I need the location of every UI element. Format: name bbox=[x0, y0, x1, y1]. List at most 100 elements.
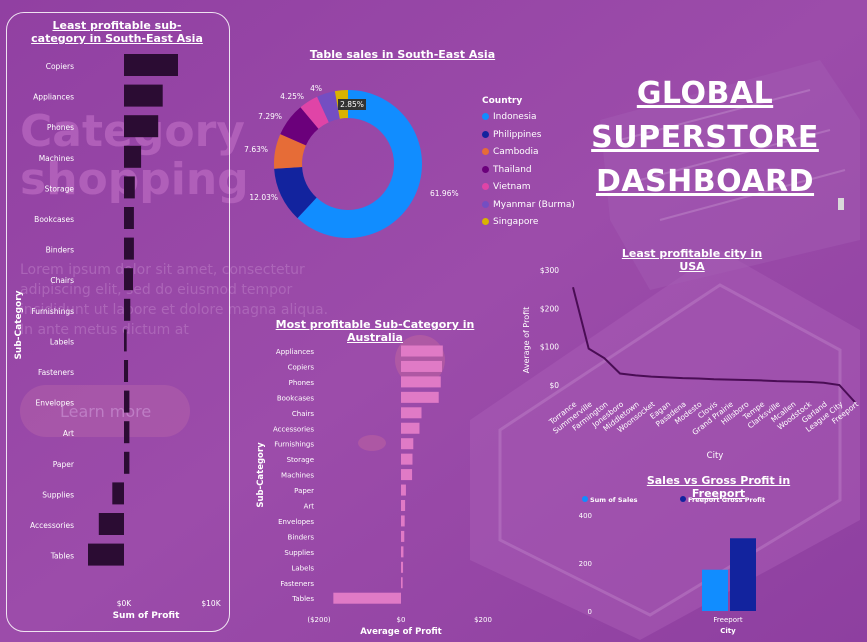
legend-title: Country bbox=[482, 96, 523, 106]
data-label: 61.96% bbox=[430, 189, 459, 198]
x-axis-label: City bbox=[720, 627, 736, 635]
bar bbox=[401, 561, 404, 573]
y-tick-label: Binders bbox=[288, 533, 315, 541]
bar bbox=[124, 145, 142, 168]
legend-item: Indonesia bbox=[482, 112, 537, 122]
y-tick-label: Copiers bbox=[288, 363, 315, 371]
y-tick-label: $300 bbox=[540, 266, 559, 275]
legend-label: Sum of Sales bbox=[590, 496, 638, 504]
bar bbox=[401, 577, 403, 589]
donut-slice bbox=[300, 96, 329, 129]
bar bbox=[401, 530, 405, 542]
x-tick-label: $0K bbox=[117, 599, 133, 608]
y-tick-label: Supplies bbox=[284, 549, 314, 557]
x-tick-label: $200 bbox=[474, 616, 492, 624]
chart-title: Least profitable sub-category in South-E… bbox=[31, 19, 203, 45]
y-tick-label: Bookcases bbox=[34, 215, 74, 224]
bar bbox=[401, 500, 406, 511]
freeport-sales-profit-chart: 0 200 400 Sum of Sales Freeport Gross Profit… bbox=[579, 496, 765, 635]
y-tick-label: $200 bbox=[540, 304, 559, 313]
legend-item: Singapore bbox=[482, 217, 538, 227]
legend-swatch bbox=[482, 218, 489, 225]
bar bbox=[401, 515, 405, 527]
bar bbox=[124, 84, 163, 107]
y-tick-label: Appliances bbox=[33, 93, 74, 102]
freeport-title: Sales vs Gross Profit in Freeport bbox=[646, 474, 791, 500]
y-tick-label: Accessories bbox=[30, 521, 74, 530]
donut-slice bbox=[274, 166, 317, 219]
bar bbox=[401, 345, 443, 357]
bar bbox=[124, 54, 178, 76]
bar bbox=[124, 115, 159, 138]
legend-label: Freeport Gross Profit bbox=[688, 496, 765, 504]
y-tick-label: Furnishings bbox=[31, 307, 74, 316]
legend-swatch bbox=[482, 183, 489, 190]
y-tick-label: Art bbox=[304, 503, 315, 511]
y-tick-label: Fasteners bbox=[280, 580, 314, 588]
legend-item: Thailand bbox=[482, 165, 532, 175]
x-tick-label: Freeport bbox=[713, 616, 742, 624]
y-tick-label: Tables bbox=[50, 552, 74, 561]
legend-swatch bbox=[482, 130, 489, 138]
y-tick-label: Phones bbox=[289, 379, 315, 387]
phone-shape bbox=[470, 250, 860, 640]
donut-slice bbox=[280, 107, 319, 146]
y-tick-label: Accessories bbox=[273, 425, 314, 433]
bar bbox=[401, 453, 413, 465]
donut-slice bbox=[297, 90, 422, 238]
bar bbox=[401, 546, 404, 558]
donut-title: Table sales in South-East Asia bbox=[309, 48, 496, 61]
bar bbox=[88, 543, 124, 566]
bar bbox=[124, 329, 127, 352]
bar bbox=[401, 360, 442, 372]
y-tick-label: Tables bbox=[291, 595, 314, 603]
legend-swatch bbox=[482, 148, 489, 155]
bar bbox=[124, 451, 130, 474]
australia-title: Most profitable Sub-Category in Australi… bbox=[275, 318, 475, 344]
x-tick-label: $0 bbox=[397, 616, 406, 624]
x-tick-label: ($200) bbox=[307, 616, 331, 624]
y-tick-label: $0 bbox=[549, 381, 559, 390]
scroll-marker bbox=[838, 198, 844, 210]
bar bbox=[333, 592, 401, 604]
y-tick-label: Copiers bbox=[46, 62, 74, 71]
line-title: Least profitable city in USA bbox=[621, 247, 763, 273]
bar bbox=[124, 207, 134, 229]
most-profitable-australia-chart: Appliances Copiers Phones Bookcases Chairs Ac… bbox=[256, 345, 492, 637]
bar bbox=[98, 513, 124, 535]
y-tick-label: Fasteners bbox=[38, 368, 74, 377]
data-label-bg bbox=[338, 99, 366, 110]
legend-label: Philippines bbox=[493, 129, 542, 140]
dashboard-title: GLOBAL SUPERSTORE DASHBOARD bbox=[591, 76, 819, 199]
table-sales-donut-chart: 61.96% 12.03% 7.63% 7.29% 4.25% 4% 2.85% bbox=[244, 84, 459, 238]
y-tick-label: Appliances bbox=[276, 348, 314, 356]
data-label: 12.03% bbox=[249, 193, 278, 202]
legend-swatch bbox=[482, 113, 489, 120]
legend-label: Indonesia bbox=[493, 112, 537, 122]
y-tick-label: Machines bbox=[39, 154, 74, 163]
y-tick-label: Labels bbox=[291, 564, 314, 572]
data-label: 2.85% bbox=[340, 100, 364, 109]
y-tick-label: Paper bbox=[294, 487, 314, 495]
y-tick-label: Art bbox=[63, 429, 74, 438]
bar bbox=[401, 407, 422, 419]
y-tick-label: Binders bbox=[46, 246, 74, 255]
y-tick-label: Storage bbox=[287, 456, 314, 464]
y-axis-label: Sub-Category bbox=[256, 442, 266, 508]
data-label: 4% bbox=[310, 84, 322, 93]
y-tick-label: 0 bbox=[588, 608, 592, 616]
y-tick-label: Furnishings bbox=[274, 441, 314, 449]
y-tick-label: Bookcases bbox=[277, 394, 315, 402]
legend-swatch bbox=[482, 165, 489, 173]
background-lorem: Lorem ipsum dolor sit amet, consectetur … bbox=[20, 262, 329, 338]
bar bbox=[730, 538, 756, 611]
series-line bbox=[572, 287, 856, 403]
legend-label: Singapore bbox=[493, 217, 539, 227]
y-tick-label: Chairs bbox=[292, 410, 314, 418]
least-profitable-subcategory-chart: Copiers Appliances Phones Machines Storage Bo… bbox=[14, 54, 222, 621]
data-label: 7.29% bbox=[258, 112, 282, 121]
bar bbox=[124, 421, 130, 444]
y-tick-label: Envelopes bbox=[36, 399, 75, 408]
bar bbox=[124, 298, 131, 321]
legend-item: Vietnam bbox=[482, 182, 531, 192]
